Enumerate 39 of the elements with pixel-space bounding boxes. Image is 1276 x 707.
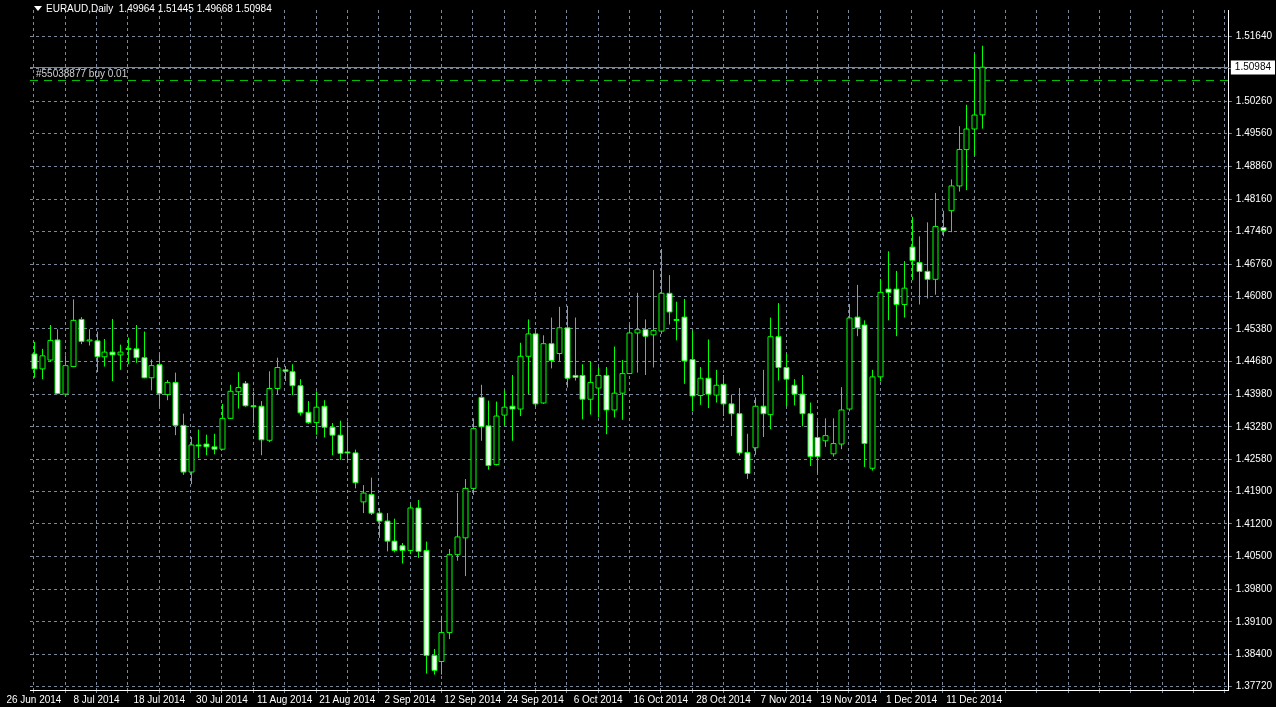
x-tick-label: 8 Jul 2014 <box>73 693 121 705</box>
x-tick-label: 18 Jul 2014 <box>133 693 186 705</box>
x-tick-label: 12 Sep 2014 <box>444 693 502 705</box>
x-tick-label: 26 Jun 2014 <box>6 693 62 705</box>
x-tick-label: 19 Nov 2014 <box>820 693 878 705</box>
y-tick-label: 1.39800 <box>1235 582 1273 594</box>
x-tick-label: 6 Oct 2014 <box>573 693 623 705</box>
ref-line-label: #55038877 buy 0.01 <box>36 68 128 80</box>
y-tick-label: 1.48160 <box>1235 192 1273 204</box>
y-tick-label: 1.46080 <box>1235 289 1273 301</box>
x-tick-label: 11 Aug 2014 <box>256 693 313 705</box>
x-tick-label: 7 Nov 2014 <box>760 693 813 705</box>
x-tick-label: 11 Dec 2014 <box>946 693 1003 705</box>
x-tick-label: 21 Aug 2014 <box>319 693 376 705</box>
y-tick-label: 1.48860 <box>1235 160 1273 172</box>
y-tick-label: 1.43280 <box>1235 420 1273 432</box>
y-tick-label: 1.47460 <box>1235 225 1273 237</box>
x-tick-label: 1 Dec 2014 <box>885 693 938 705</box>
chart-title: EURAUD,Daily 1.49964 1.51445 1.49668 1.50984 <box>46 3 272 14</box>
y-tick-label: 1.37720 <box>1235 680 1273 692</box>
y-tick-label: 1.38400 <box>1235 648 1273 660</box>
ref-line-label: 1.50984 <box>1234 61 1272 73</box>
x-tick-label: 2 Sep 2014 <box>384 693 437 705</box>
x-tick-label: 30 Jul 2014 <box>196 693 249 705</box>
y-tick-label: 1.43980 <box>1235 387 1273 399</box>
y-tick-label: 1.49560 <box>1235 127 1273 139</box>
y-tick-label: 1.45380 <box>1235 322 1273 334</box>
x-tick-label: 16 Oct 2014 <box>633 693 689 705</box>
y-tick-label: 1.39100 <box>1235 615 1273 627</box>
x-tick-label: 24 Sep 2014 <box>507 693 565 705</box>
y-tick-label: 1.44680 <box>1235 355 1273 367</box>
y-tick-label: 1.46760 <box>1235 258 1273 270</box>
y-tick-label: 1.41900 <box>1235 484 1273 496</box>
y-tick-label: 1.40500 <box>1235 550 1273 562</box>
y-tick-label: 1.50260 <box>1235 94 1273 106</box>
y-tick-label: 1.51640 <box>1235 30 1273 42</box>
y-tick-label: 1.42580 <box>1235 453 1273 465</box>
y-tick-label: 1.41200 <box>1235 517 1273 529</box>
x-tick-label: 28 Oct 2014 <box>696 693 752 705</box>
